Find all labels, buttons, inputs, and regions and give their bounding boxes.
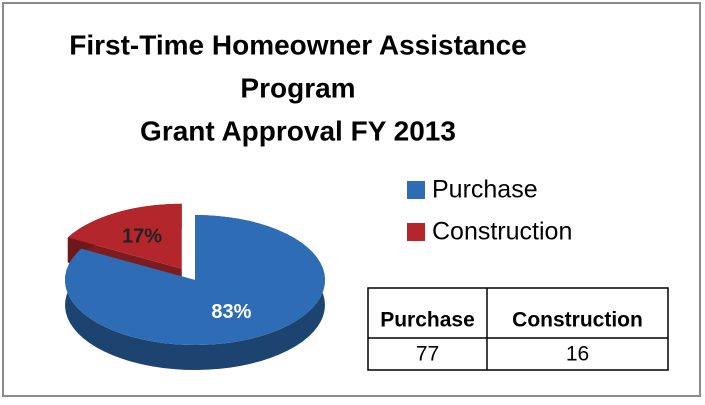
chart-title: Grant Approval FY 2013 <box>140 115 456 146</box>
table-cell: 16 <box>566 343 589 366</box>
pie-tops: 83% 17% <box>65 203 325 345</box>
legend-swatch <box>407 223 425 241</box>
data-table <box>367 287 669 371</box>
table-cell: 77 <box>416 343 439 366</box>
legend-and-table: Purchase Construction Purchase 77 Constructi… <box>367 176 669 371</box>
legend-label: Construction <box>432 218 572 246</box>
pie-slice <box>65 215 325 345</box>
pie-slice <box>67 203 182 269</box>
legend-label: Purchase <box>432 176 538 204</box>
data-label: 17% <box>122 226 162 248</box>
data-label: 83% <box>211 301 251 323</box>
table-header: Construction <box>512 309 643 332</box>
chart-title: Program <box>240 72 355 103</box>
table-header: Purchase <box>380 309 475 332</box>
chart-title: First-Time Homeowner Assistance <box>69 29 526 60</box>
legend-swatch <box>407 181 425 199</box>
